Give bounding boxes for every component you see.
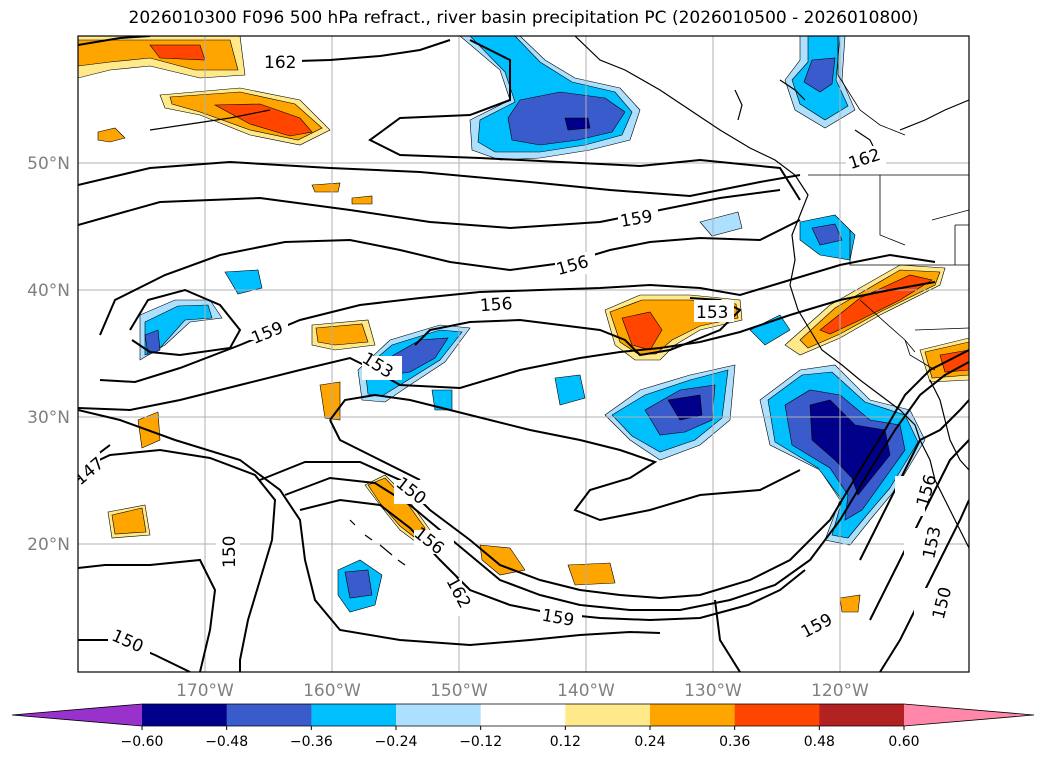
colorbar-tick-label: −0.36 — [290, 734, 333, 750]
lon-label-160w: 160°W — [303, 681, 361, 701]
map-plot-area: 162 162 159 156 156 159 153 153 150 150 … — [78, 36, 969, 672]
lon-label-170w: 170°W — [176, 681, 234, 701]
contour-label: 162 — [264, 53, 296, 73]
contour-labels: 162 162 159 156 156 159 153 153 150 150 … — [78, 50, 956, 658]
colorbar-swatch — [311, 704, 397, 726]
colorbar-tick-label: −0.48 — [205, 734, 248, 750]
map-frame — [77, 35, 970, 673]
colorbar-tick-label: 0.48 — [804, 734, 835, 750]
lon-label-150w: 150°W — [430, 681, 488, 701]
figure-title: 2026010300 F096 500 hPa refract., river … — [128, 8, 919, 28]
colorbar-swatches — [11, 703, 1035, 727]
lon-label-140w: 140°W — [557, 681, 615, 701]
colorbar-swatch — [480, 704, 566, 726]
lon-label-120w: 120°W — [811, 681, 869, 701]
lat-label-30n: 30°N — [27, 408, 70, 428]
colorbar-tick-label: 0.60 — [888, 734, 919, 750]
refractivity-contours — [78, 36, 969, 672]
colorbar-swatch — [142, 704, 228, 726]
lon-label-130w: 130°W — [684, 681, 742, 701]
colorbar-tick-label: 0.36 — [719, 734, 750, 750]
contour-label: 156 — [479, 294, 513, 316]
colorbar-swatch — [650, 704, 736, 726]
colorbar-extend-low — [12, 704, 142, 726]
latitude-labels: 50°N 40°N 30°N 20°N — [27, 154, 70, 555]
colorbar-tick-label: −0.60 — [121, 734, 164, 750]
lat-label-40n: 40°N — [27, 281, 70, 301]
colorbar-tick-label: 0.12 — [550, 734, 581, 750]
colorbar-labels: −0.60 −0.48 −0.36 −0.24 −0.12 0.12 0.24 0.36 0.4… — [121, 726, 920, 750]
colorbar-swatch — [565, 704, 651, 726]
colorbar: −0.60 −0.48 −0.36 −0.24 −0.12 0.12 0.24 0.36 0.4… — [11, 703, 1035, 750]
contour-label: 150 — [220, 536, 240, 568]
colorbar-tick-label: 0.24 — [634, 734, 665, 750]
colorbar-tick-label: −0.24 — [375, 734, 418, 750]
lat-label-20n: 20°N — [27, 535, 70, 555]
colorbar-swatch — [819, 704, 905, 726]
longitude-labels: 170°W 160°W 150°W 140°W 130°W 120°W — [176, 681, 869, 701]
colorbar-swatch — [226, 704, 312, 726]
colorbar-tick-label: −0.12 — [459, 734, 502, 750]
contour-label: 153 — [696, 303, 728, 323]
colorbar-swatch — [396, 704, 482, 726]
precipitation-shading — [78, 36, 969, 613]
lat-label-50n: 50°N — [27, 154, 70, 174]
colorbar-swatch — [734, 704, 820, 726]
political-borders — [808, 36, 969, 371]
colorbar-extend-high — [904, 704, 1034, 726]
